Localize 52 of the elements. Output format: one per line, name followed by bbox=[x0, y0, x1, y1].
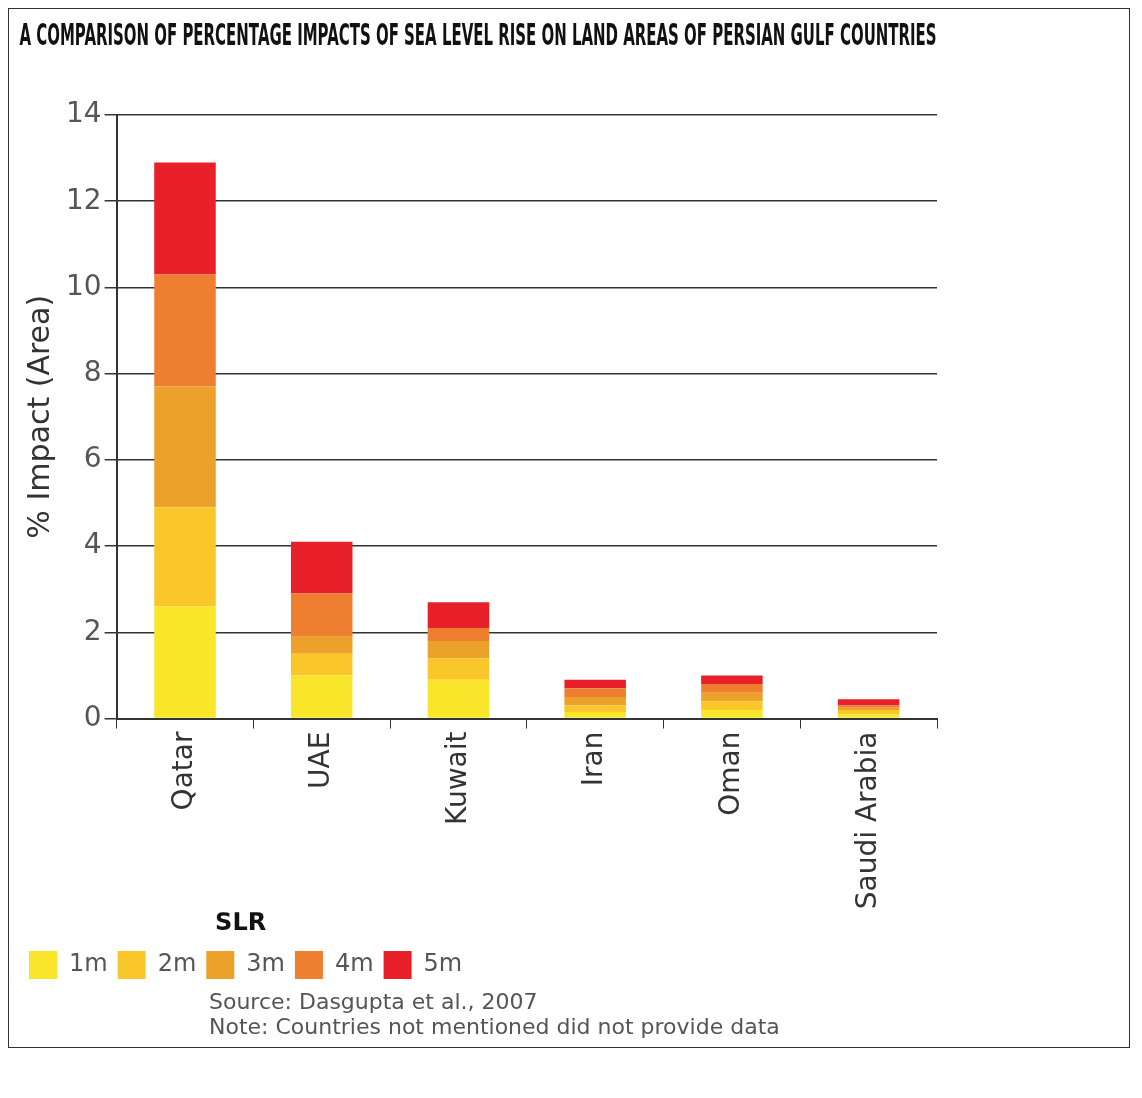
y-axis-title: % Impact (Area) bbox=[20, 294, 56, 539]
bar bbox=[290, 593, 353, 637]
text: Note: Countries not mentioned did not provide data bbox=[209, 1014, 781, 1039]
bar bbox=[701, 684, 763, 693]
bar bbox=[427, 658, 490, 680]
bar bbox=[427, 679, 490, 718]
source-note: Source: Dasgupta et al., 2007 bbox=[209, 989, 539, 1014]
bar bbox=[837, 699, 900, 706]
legend-label: 5m bbox=[423, 949, 463, 978]
x-tick-label: Kuwait bbox=[439, 731, 473, 826]
legend-label: 4m bbox=[334, 949, 374, 978]
legend-label: 1m bbox=[69, 949, 108, 978]
bar bbox=[290, 653, 353, 676]
chart-title: A COMPARISON OF PERCENTAGE IMPACTS OF SEA LEVEL RISE ON LAND AREAS OF PERSIAN GULF COUNTRIES bbox=[19, 16, 937, 53]
y-tick-label: 0 bbox=[83, 699, 102, 733]
x-tick-label: Saudi Arabia bbox=[849, 731, 883, 910]
bar bbox=[701, 675, 763, 685]
bar bbox=[564, 712, 626, 718]
bar bbox=[154, 386, 216, 508]
y-tick-label: 14 bbox=[65, 96, 102, 130]
bar bbox=[290, 675, 353, 718]
legend-title: SLR bbox=[215, 908, 267, 937]
x-tick-label: Oman bbox=[713, 731, 747, 816]
bar bbox=[701, 692, 763, 702]
bar bbox=[564, 696, 626, 706]
y-tick-label: 6 bbox=[83, 441, 102, 475]
y-tick-label: 2 bbox=[83, 613, 102, 647]
bar bbox=[427, 602, 490, 628]
bar bbox=[564, 679, 626, 689]
bar bbox=[427, 640, 490, 659]
bar bbox=[154, 507, 216, 607]
bar bbox=[154, 162, 216, 275]
y-tick-label: 12 bbox=[65, 182, 102, 216]
legend-label: 3m bbox=[246, 949, 285, 978]
bar bbox=[564, 705, 626, 713]
bar bbox=[154, 606, 216, 718]
y-tick-label: 10 bbox=[65, 268, 102, 302]
legend-label: 2m bbox=[157, 949, 197, 978]
bar bbox=[701, 701, 763, 710]
bar bbox=[701, 709, 763, 718]
bar bbox=[154, 274, 216, 387]
bar bbox=[837, 714, 900, 718]
y-tick-label: 4 bbox=[83, 527, 102, 561]
x-tick-label: Iran bbox=[576, 731, 610, 787]
x-tick-label: UAE bbox=[303, 731, 336, 789]
bar bbox=[427, 628, 490, 641]
bar bbox=[837, 709, 900, 715]
bar bbox=[290, 636, 353, 654]
bar bbox=[564, 688, 626, 697]
bar bbox=[290, 541, 353, 594]
x-tick-label: Qatar bbox=[166, 731, 200, 811]
y-tick-label: 8 bbox=[83, 354, 102, 388]
